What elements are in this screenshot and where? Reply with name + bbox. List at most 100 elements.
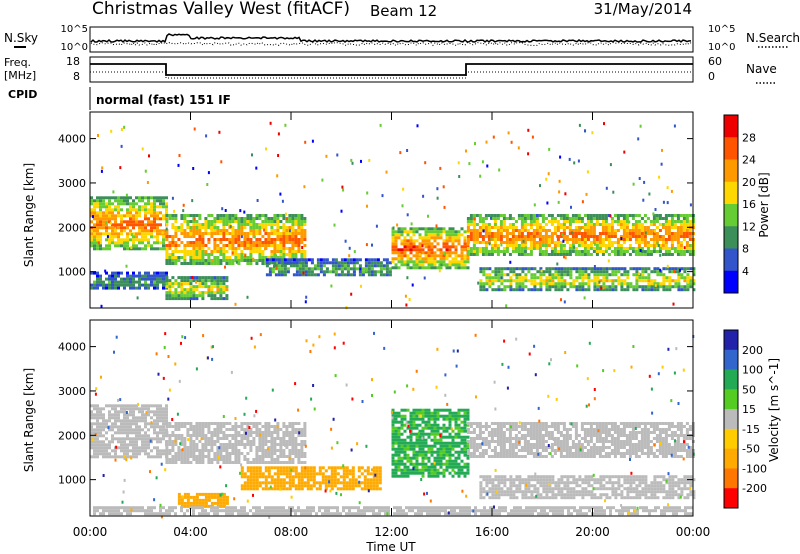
echo-cell [267,481,271,485]
echo-cell [99,283,102,287]
echo-cell [394,263,398,267]
echo-cell [201,501,205,505]
echo-cell [511,232,515,235]
echo-cell [141,220,144,224]
echo-cell [216,217,220,220]
echo-cell [583,244,587,247]
echo-speckle [468,162,471,166]
nsky-tick-bottom: 10^0 [61,42,88,53]
echo-speckle [593,242,596,246]
echo-cell [291,244,295,247]
echo-cell [258,250,262,253]
echo-cell [274,273,278,277]
echo-cell [192,297,196,301]
echo-cell [436,254,440,258]
echo-cell [286,267,290,271]
echo-cell [240,223,244,226]
echo-cell [580,241,584,244]
echo-cell [234,458,238,461]
echo-cell [228,232,232,235]
echo-cell [578,273,582,277]
echo-cell [400,462,404,466]
echo-cell [156,449,159,453]
echo-cell [177,256,181,259]
echo-cell [183,256,187,259]
echo-cell [168,440,172,443]
echo-cell [282,455,286,458]
echo-cell [204,504,208,508]
echo-speckle [591,131,594,135]
echo-cell [460,233,464,237]
echo-cell [475,238,479,241]
echo-cell [99,428,102,432]
echo-cell [183,437,187,440]
echo-cell [595,241,599,244]
echo-speckle [173,209,176,213]
echo-cell [189,262,193,265]
echo-cell [273,487,277,491]
echo-cell [180,256,184,259]
echo-cell [518,282,522,286]
echo-cell [363,478,367,482]
echo-cell [304,267,308,271]
echo-cell [123,247,126,251]
echo-cell [640,247,644,250]
echo-cell [213,259,217,262]
echo-cell [688,247,692,250]
echo-cell [436,411,440,415]
echo-cell [249,443,253,446]
echo-cell [111,283,114,287]
echo-cell [132,220,135,224]
echo-cell [454,254,458,258]
echo-cell [623,282,627,286]
echo-cell [415,251,419,255]
echo-cell [192,226,196,229]
echo-speckle [189,232,192,236]
echo-cell [442,462,446,466]
echo-cell [268,261,272,265]
echo-cell [219,446,223,449]
echo-cell [598,250,602,253]
echo-cell [517,235,521,238]
echo-cell [192,244,196,247]
echo-cell [177,244,181,247]
echo-cell [460,260,464,264]
echo-cell [240,250,244,253]
echo-cell [664,226,668,229]
echo-speckle [654,208,657,211]
echo-cell [123,449,126,453]
echo-cell [348,484,352,488]
echo-cell [643,214,647,217]
echo-cell [312,481,316,485]
echo-cell [162,422,165,426]
echo-cell [159,196,162,200]
echo-cell [688,238,692,241]
echo-cell [288,472,292,476]
echo-cell [445,239,449,243]
echo-cell [201,452,205,455]
echo-cell [451,429,455,433]
echo-cell [147,437,150,441]
echo-cell [213,492,217,496]
echo-cell [291,428,295,431]
echo-cell [397,248,401,252]
echo-cell [679,214,683,217]
echo-cell [165,217,168,221]
echo-cell [511,226,515,229]
echo-cell [189,256,193,259]
echo-cell [617,282,621,286]
echo-cell [132,199,135,203]
echo-cell [153,425,156,429]
echo-cell [249,241,253,244]
echo-cell [222,253,226,256]
echo-cell [183,291,187,295]
echo-cell [96,431,99,435]
echo-cell [207,498,211,502]
echo-cell [430,233,434,237]
echo-cell [237,238,241,241]
echo-cell [237,247,241,250]
echo-cell [297,238,301,241]
echo-region [466,214,695,256]
echo-cell [162,452,165,456]
echo-cell [611,282,615,286]
